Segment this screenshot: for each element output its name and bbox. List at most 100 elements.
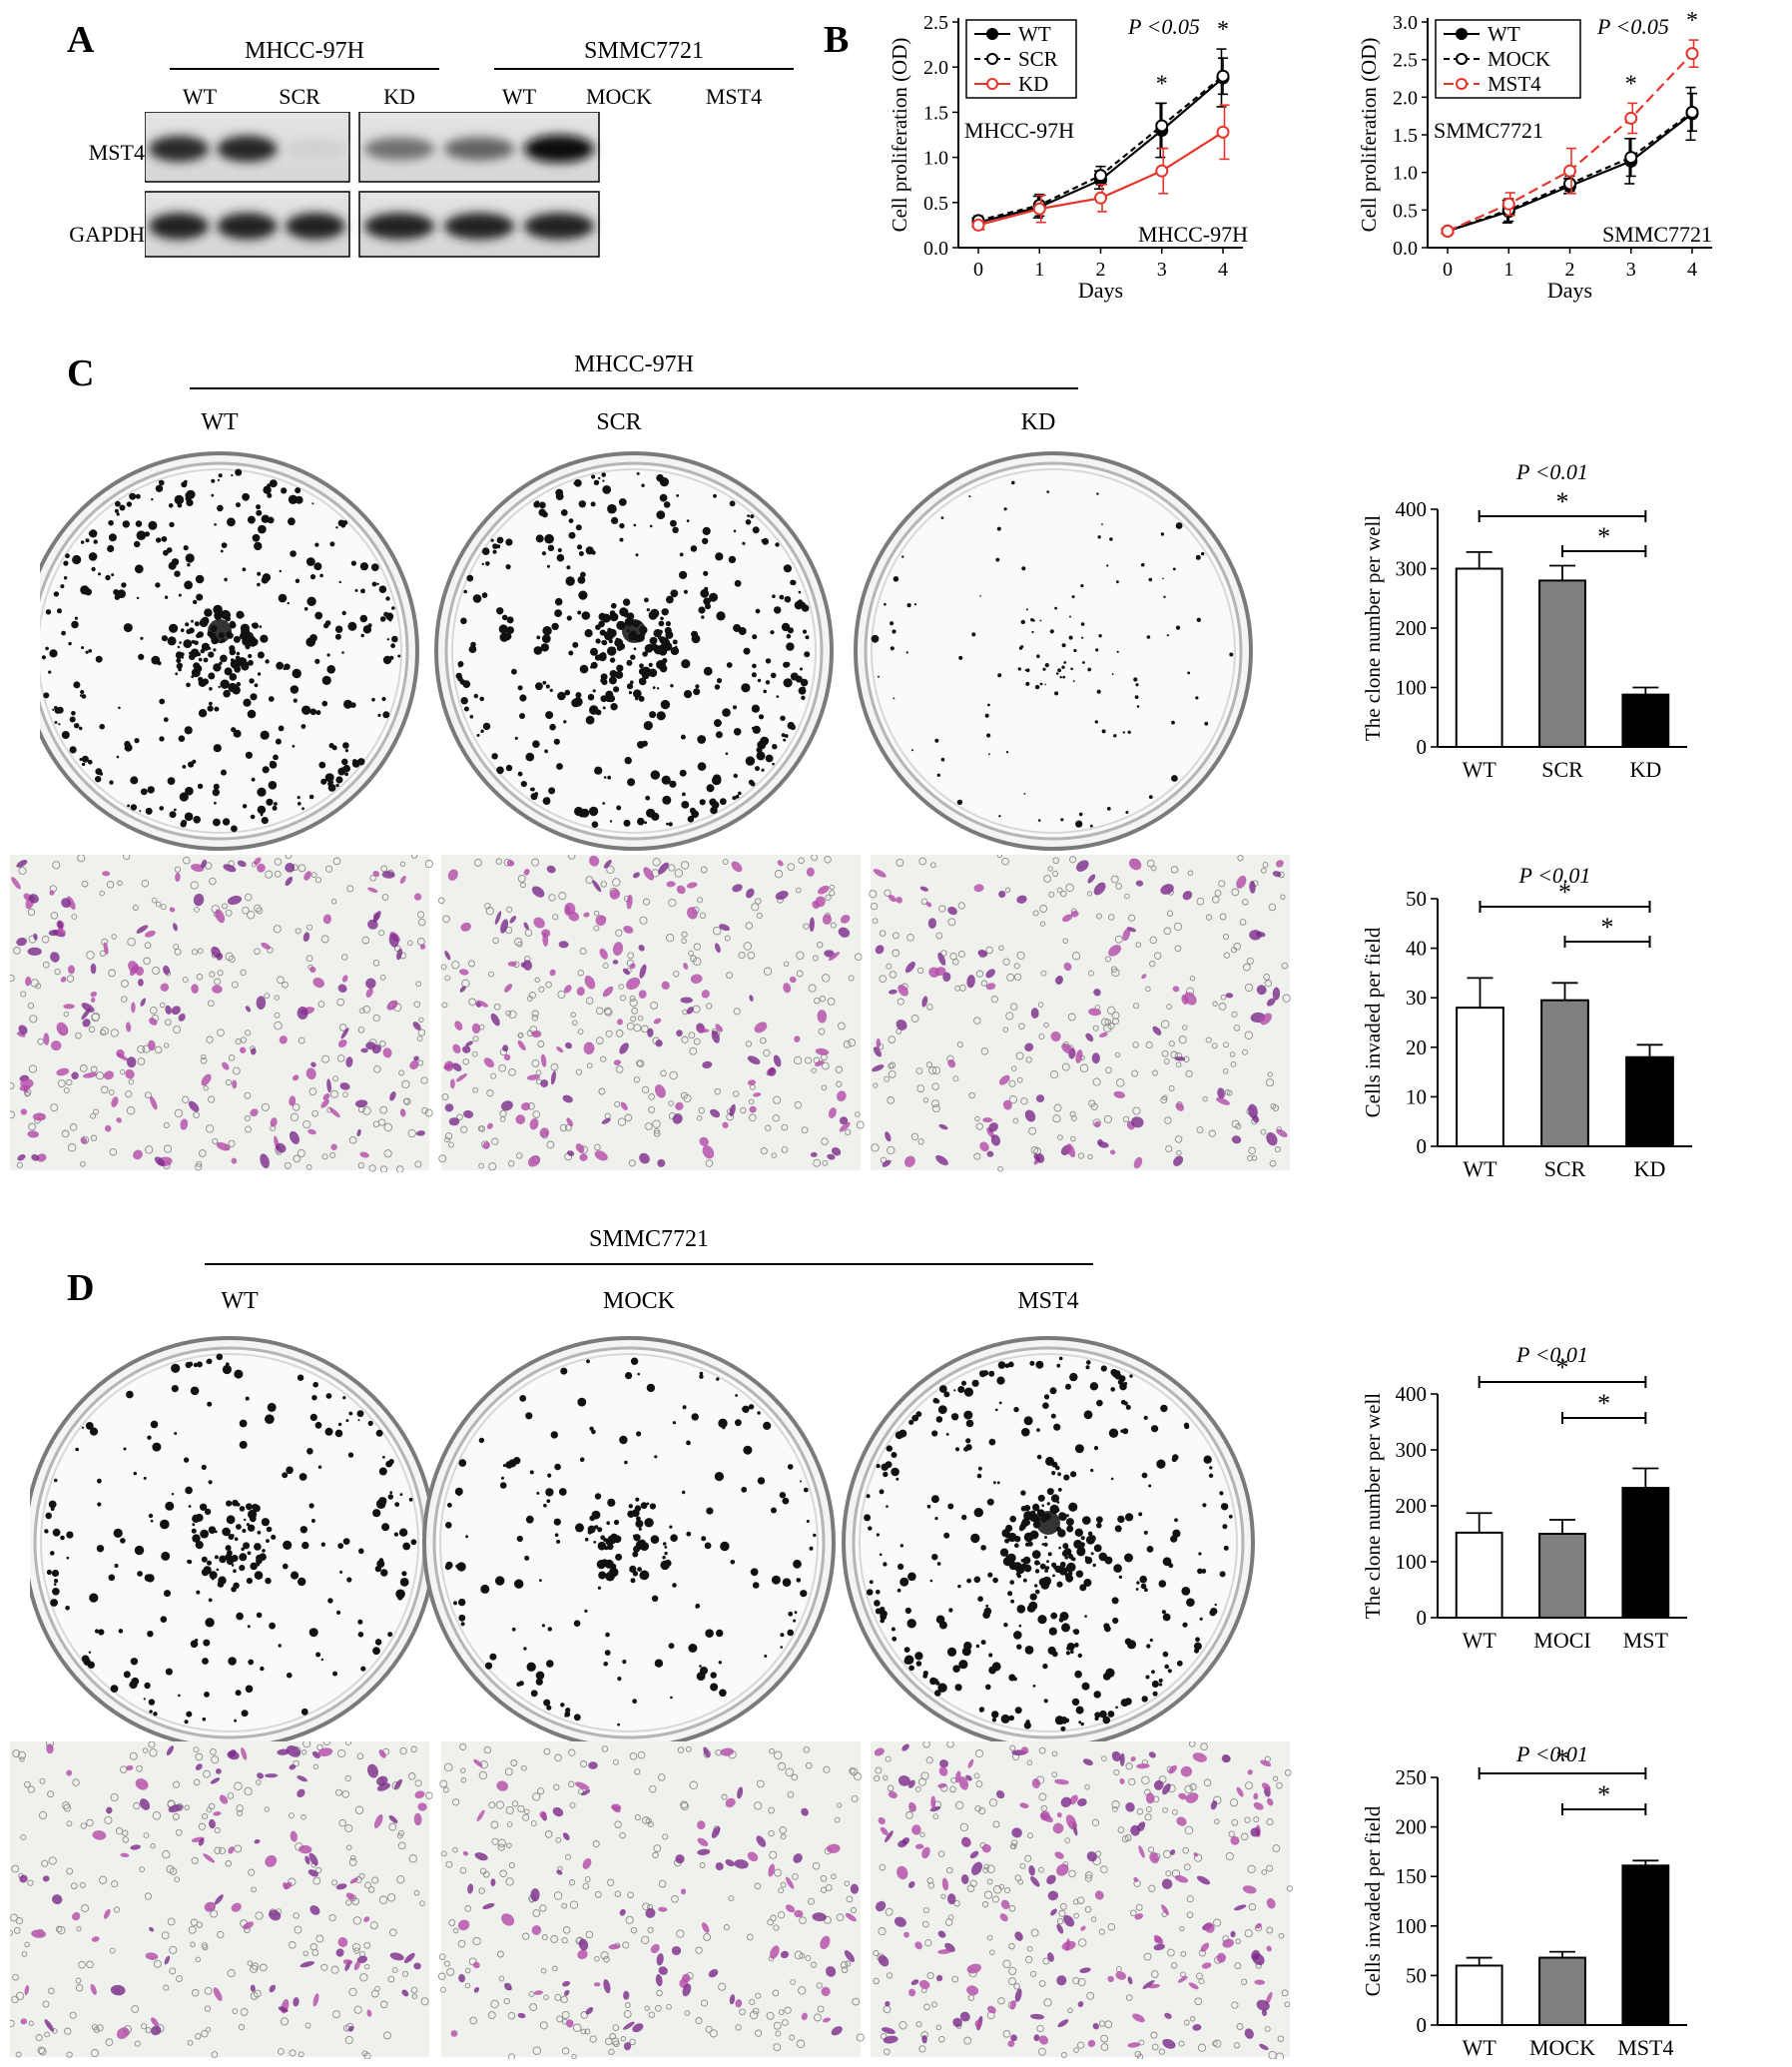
colony [1037,819,1041,822]
colony [357,758,365,766]
colony [1148,1484,1152,1488]
data-point [1685,105,1699,119]
membrane-pore [21,1951,28,1957]
colony [320,1542,325,1547]
membrane-pore [953,1899,960,1907]
membrane-pore [29,1015,38,1024]
colony [625,1372,633,1380]
membrane-pore [11,1864,20,1873]
membrane-pore [1276,1781,1283,1789]
stained-cell [457,1919,470,1931]
stained-cell [304,1855,310,1865]
y-tick-label: 200 [1396,1815,1428,1839]
stained-cell [999,1913,1008,1922]
membrane-pore [572,2023,582,2033]
colony [310,1519,315,1523]
colony [599,629,606,636]
dish-inner-rim [852,1346,1245,1739]
colony [966,1578,971,1584]
membrane-pore [1202,1095,1208,1102]
membrane-pore [302,1741,311,1748]
membrane-pore [284,1161,292,1169]
y-tick-label: 250 [1396,1765,1428,1789]
chart-annotation: MHCC-97H [1138,222,1248,247]
stained-cell [533,1990,543,1995]
colony [1013,1406,1019,1413]
data-point [1441,224,1455,238]
colony [109,780,114,785]
colony [535,1678,543,1686]
colony [1031,630,1034,634]
membrane-pore [174,866,182,873]
stained-cell [486,1122,493,1129]
membrane-pore [773,1750,783,1760]
colony [252,533,261,542]
stained-cell [655,1039,663,1047]
membrane-pore [1240,1832,1249,1841]
membrane-pore [1145,1805,1152,1812]
colony [542,626,552,636]
membrane-pore [42,2000,50,2008]
membrane-pore [1167,1948,1175,1957]
colony [802,629,808,634]
data-point [1094,191,1107,205]
membrane-pore [314,877,321,884]
membrane-pore [1200,1742,1208,1751]
blot-group-line-1 [170,68,439,70]
colony [385,1460,392,1468]
stained-cell [632,2023,644,2033]
membrane-pore [1086,1991,1095,2000]
colony [250,1562,258,1571]
colony [57,608,62,614]
colony [97,1502,102,1507]
colony [124,740,131,748]
membrane-pore [981,1901,989,1908]
colony [1156,1459,1166,1469]
membrane-pore [633,1076,641,1083]
colony [254,541,263,551]
colony [899,1544,903,1548]
colony [161,635,168,642]
membrane-pore [133,1801,141,1810]
colony [1194,1648,1199,1654]
colony [585,546,594,555]
membrane-pore [592,1840,600,1848]
colony [1141,1696,1148,1703]
stained-cell [502,1044,509,1052]
membrane-pore [300,1814,306,1820]
colony [199,618,209,627]
colony [1134,695,1139,699]
membrane-pore [104,1815,113,1824]
membrane-pore [498,1063,507,1072]
membrane-pore [804,1056,813,1064]
colony [716,1377,720,1381]
dish-inner-rim [864,461,1243,841]
x-tick-label: SCR [1541,757,1583,782]
colony [1046,1488,1054,1496]
stained-cell [1164,2012,1172,2019]
stained-cell [1169,1849,1176,1855]
membrane-pore [1230,947,1238,954]
colony [547,1627,552,1632]
membrane-pore [612,2024,620,2031]
stained-cell [320,1099,329,1108]
membrane-pore [598,1087,606,1095]
colony [903,1647,910,1653]
stained-cell [328,1107,340,1118]
colony [231,1564,235,1567]
stained-cell [531,886,545,898]
colony [715,552,724,561]
stained-cell [504,1983,512,1991]
stained-cell [872,1064,885,1072]
colony [896,1588,901,1593]
colony [539,501,546,509]
lane-label: KD [383,84,415,109]
stained-cell [1054,1778,1069,1785]
membrane-pore [783,961,790,968]
membrane-pore [630,1016,637,1023]
membrane-pore [418,1017,424,1023]
colony [783,678,793,688]
colony [185,491,194,500]
colony [114,1564,119,1568]
colony [1152,1691,1158,1697]
